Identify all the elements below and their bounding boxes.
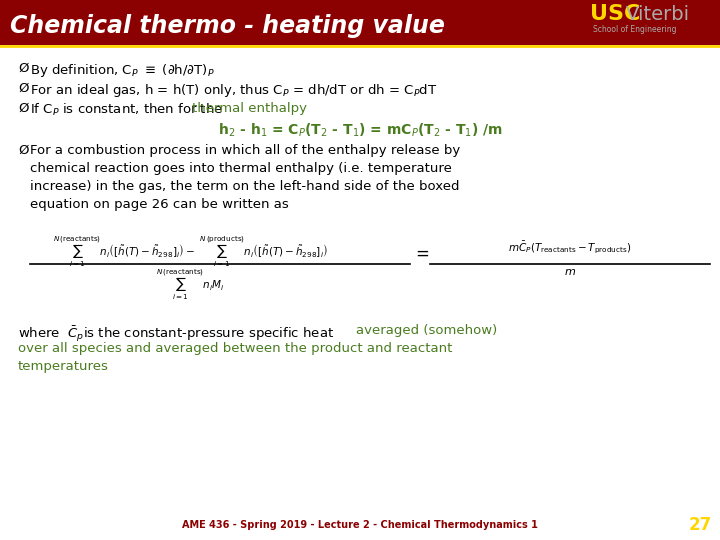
- Text: Ø: Ø: [18, 62, 29, 75]
- Text: AME 436 - Spring 2019 - Lecture 2 - Chemical Thermodynamics 1: AME 436 - Spring 2019 - Lecture 2 - Chem…: [182, 520, 538, 530]
- Text: Ø: Ø: [18, 144, 29, 157]
- Text: USC: USC: [590, 4, 640, 24]
- Text: School of Engineering: School of Engineering: [593, 25, 677, 35]
- FancyBboxPatch shape: [0, 0, 720, 42]
- Text: =: =: [415, 245, 429, 263]
- Text: h$_2$ - h$_1$ = C$_P$(T$_2$ - T$_1$) = mC$_P$(T$_2$ - T$_1$) /m: h$_2$ - h$_1$ = C$_P$(T$_2$ - T$_1$) = m…: [217, 122, 503, 139]
- Text: equation on page 26 can be written as: equation on page 26 can be written as: [30, 198, 289, 211]
- Text: Ø: Ø: [18, 82, 29, 95]
- Text: If C$_P$ is constant, then for the: If C$_P$ is constant, then for the: [30, 102, 224, 118]
- Text: $\sum_{i=1}^{N\,\mathrm{(reactants)}} n_i M_i$: $\sum_{i=1}^{N\,\mathrm{(reactants)}} n_…: [156, 267, 224, 301]
- Text: Viterbi: Viterbi: [626, 4, 690, 24]
- Text: For an ideal gas, h = h(T) only, thus C$_P$ = dh/dT or dh = C$_P$dT: For an ideal gas, h = h(T) only, thus C$…: [30, 82, 438, 99]
- Text: temperatures: temperatures: [18, 360, 109, 373]
- Text: where  $\bar{C}_p$is the constant-pressure specific heat: where $\bar{C}_p$is the constant-pressur…: [18, 324, 334, 343]
- Text: over all species and averaged between the product and reactant: over all species and averaged between th…: [18, 342, 452, 355]
- Text: 27: 27: [688, 516, 711, 534]
- Text: $\sum_{i=1}^{N\,\mathrm{(reactants)}} n_i\left([\tilde{h}(T)-\tilde{h}_{298}]_i\: $\sum_{i=1}^{N\,\mathrm{(reactants)}} n_…: [53, 234, 328, 268]
- Text: chemical reaction goes into thermal enthalpy (i.e. temperature: chemical reaction goes into thermal enth…: [30, 162, 452, 175]
- Text: Chemical thermo - heating value: Chemical thermo - heating value: [10, 14, 445, 38]
- Text: thermal enthalpy: thermal enthalpy: [192, 102, 307, 115]
- Text: increase) in the gas, the term on the left-hand side of the boxed: increase) in the gas, the term on the le…: [30, 180, 459, 193]
- Text: $m$: $m$: [564, 267, 576, 277]
- Text: Ø: Ø: [18, 102, 29, 115]
- Text: averaged (somehow): averaged (somehow): [356, 324, 498, 337]
- Text: For a combustion process in which all of the enthalpy release by: For a combustion process in which all of…: [30, 144, 460, 157]
- Text: $m\bar{C}_P(T_{\mathrm{reactants}} - T_{\mathrm{products}})$: $m\bar{C}_P(T_{\mathrm{reactants}} - T_{…: [508, 239, 632, 255]
- Text: By definition, C$_P$ $\equiv$ ($\partial$h/$\partial$T)$_P$: By definition, C$_P$ $\equiv$ ($\partial…: [30, 62, 215, 79]
